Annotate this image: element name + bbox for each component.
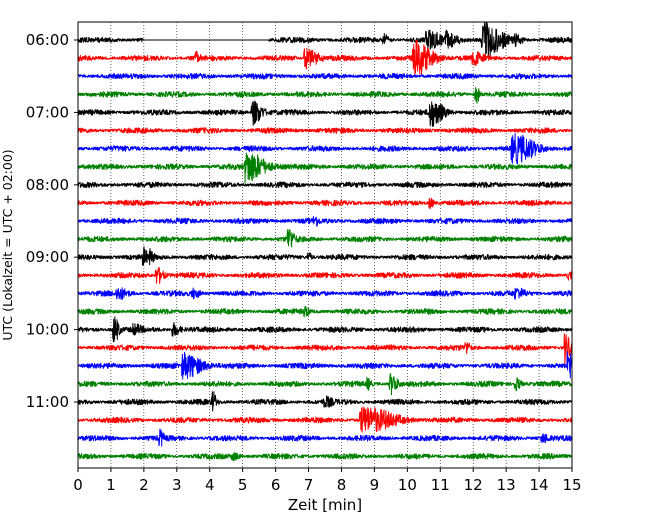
seismic-trace-1030 <box>77 351 573 380</box>
seismic-trace-0730 <box>77 133 573 165</box>
seismic-trace-0615 <box>77 39 573 77</box>
seismic-trace-0600 <box>77 21 572 58</box>
traces <box>77 21 573 462</box>
y-tick-label: 09:00 <box>26 248 69 266</box>
y-tick-label: 06:00 <box>26 31 69 49</box>
seismic-trace-0915 <box>77 267 572 284</box>
plot-frame <box>77 21 573 469</box>
x-tick-label: 13 <box>497 476 516 494</box>
y-tick-label: 07:00 <box>26 103 69 121</box>
x-tick-label: 7 <box>304 476 314 494</box>
seismic-trace-0800 <box>77 181 573 189</box>
y-tick-label: 10:00 <box>26 321 69 339</box>
x-tick-label: 14 <box>530 476 549 494</box>
x-axis: 0 1 2 3 4 5 6 7 8 9 10 11 12 13 14 15 <box>73 468 582 494</box>
seismic-trace-0945 <box>77 305 573 318</box>
y-axis: 06:00 07:00 08:00 09:00 10:00 11:00 <box>26 31 78 411</box>
grid <box>110 22 540 468</box>
y-axis-title: UTC (Lokalzeit = UTC + 02:00) <box>0 149 15 340</box>
y-tick-label: 08:00 <box>26 176 69 194</box>
seismic-trace-0700 <box>77 100 573 127</box>
seismic-trace-0630 <box>77 72 573 80</box>
x-tick-label: 11 <box>431 476 450 494</box>
y-tick-label: 11:00 <box>26 393 69 411</box>
seismic-trace-1130 <box>77 428 573 447</box>
x-tick-label: 12 <box>464 476 483 494</box>
seismic-trace-0715 <box>77 127 573 134</box>
x-tick-label: 10 <box>398 476 417 494</box>
x-tick-label: 1 <box>106 476 116 494</box>
seismic-trace-0815 <box>77 197 573 210</box>
seismic-trace-0830 <box>77 216 573 227</box>
seismic-trace-0845 <box>77 229 573 248</box>
seismic-trace-0645 <box>77 87 573 104</box>
x-tick-label: 6 <box>271 476 281 494</box>
x-tick-label: 4 <box>205 476 215 494</box>
x-tick-label: 3 <box>172 476 182 494</box>
seismic-trace-1100 <box>77 391 573 412</box>
seismic-trace-0745 <box>77 152 572 184</box>
x-tick-label: 5 <box>238 476 248 494</box>
x-tick-label: 9 <box>370 476 380 494</box>
seismic-trace-1000 <box>77 316 573 343</box>
seismic-trace-0900 <box>77 246 573 266</box>
x-axis-title: Zeit [min] <box>288 496 362 514</box>
seismic-trace-1115 <box>77 406 573 433</box>
seismic-trace-1015 <box>77 333 573 365</box>
seismic-trace-1145 <box>77 452 573 462</box>
x-tick-label: 2 <box>139 476 149 494</box>
x-tick-label: 8 <box>337 476 347 494</box>
x-tick-label: 0 <box>73 476 83 494</box>
x-tick-label: 15 <box>562 476 581 494</box>
seismic-trace-0930 <box>77 287 573 300</box>
seismic-trace-1045 <box>77 373 573 396</box>
